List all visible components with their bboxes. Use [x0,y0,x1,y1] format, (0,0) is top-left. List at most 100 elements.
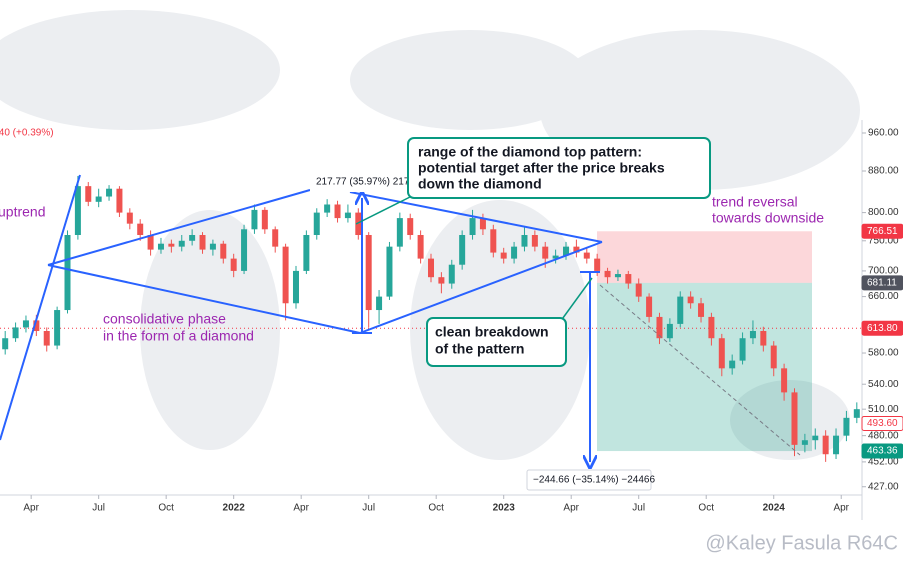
candle-body [355,212,362,236]
candle-body [230,258,237,271]
callout-box [407,137,711,199]
plot-area [0,175,862,462]
candle-body [698,303,705,317]
candle-body [241,229,248,271]
candle-body [334,204,341,219]
measure-label-box [310,172,414,192]
candle-body [126,212,133,224]
price-badge-label: 463.36 [867,446,898,457]
candle-body [137,223,144,236]
x-tick-label: Oct [158,503,174,514]
callout-pointer [559,277,593,323]
candle-body [282,246,289,304]
candle-body [365,235,372,311]
y-tick-label: 880.00 [868,166,899,177]
x-tick-label: Apr [293,503,309,514]
price-badge-label: 493.60 [867,418,898,429]
candle-body [428,258,434,278]
x-tick-label: 2023 [493,503,516,514]
candle-body [604,270,611,278]
candle-body [490,229,497,253]
price-badge [861,443,903,459]
candle-body [708,316,715,339]
candle-body [511,246,518,259]
annotation: uptrend [0,204,45,220]
target-zone [597,282,812,452]
candle-body [147,235,154,250]
annotation: in the form of a diamond [103,328,254,344]
candle-body [521,235,528,247]
callout-text: clean breakdown [435,324,549,340]
y-tick-label: 452.00 [868,457,899,468]
candle-body [469,218,476,236]
candle-body [718,338,725,369]
candle-body [791,392,798,445]
candle-body [272,229,279,247]
measure-label: −244.66 (−35.14%) −24466 [533,475,655,486]
candle-body [760,331,767,346]
candle-body [552,255,559,259]
y-tick-label: 510.00 [868,404,899,415]
callout-box [426,317,567,367]
candle-body [646,296,653,317]
candle-body [739,338,746,361]
callout-pointer [355,195,413,225]
candle-body [635,283,642,297]
candle-body [168,243,175,247]
candle-body [12,327,19,339]
candle-body [251,209,258,230]
x-tick-label: Apr [563,503,579,514]
price-badge-label: 766.51 [867,226,898,237]
x-tick-label: Oct [428,503,444,514]
candle-body [54,310,61,346]
callout-text: down the diamond [418,176,542,192]
y-tick-label: 750.00 [868,235,899,246]
projection-line [599,284,801,456]
callout-text: of the pattern [435,341,524,357]
candle-body [95,196,102,202]
candle-body [583,252,590,259]
candle-body [33,320,40,332]
candle-body [324,204,331,213]
candle-body [85,186,92,202]
candle-body [43,331,50,346]
price-badge [861,223,903,239]
candle-body [563,246,570,256]
candle-body [459,235,466,265]
candle-body [448,264,455,284]
watermark: @Kaley Fasula R64C [705,532,898,554]
candle-body [594,258,601,271]
candle-body [313,212,320,236]
candle-body [666,323,673,339]
candle-body [209,243,216,250]
price-badge [861,275,903,291]
y-tick-label: 480.00 [868,430,899,441]
candle-body [106,188,113,197]
candle-body [396,218,403,247]
candle-body [749,331,756,339]
candle-body [770,345,777,369]
y-tick-label: 540.00 [868,379,899,390]
candle-body [531,235,538,247]
y-tick-label: 427.00 [868,481,899,492]
candle-body [386,246,393,297]
candle-body [542,246,549,259]
candle-body [687,296,694,304]
measure-label: 217.77 (35.97%) 21777 [316,177,421,188]
x-tick-label: 2024 [763,503,786,514]
annotation: consolidative phase [103,311,226,327]
candle-body [292,270,299,304]
candle-body [376,296,383,311]
x-tick-label: 2022 [223,503,246,514]
candle-body [625,274,632,284]
price-badge-label: 681.11 [867,277,897,288]
price-badge-label: 613.80 [867,323,898,334]
candle-body [116,188,123,213]
candle-body [656,316,663,339]
candle-body [64,235,71,311]
header-change: .40 (+0.39%) [0,128,54,139]
candle-body [500,252,507,259]
candle-body [261,209,268,230]
x-tick-label: Apr [833,503,849,514]
